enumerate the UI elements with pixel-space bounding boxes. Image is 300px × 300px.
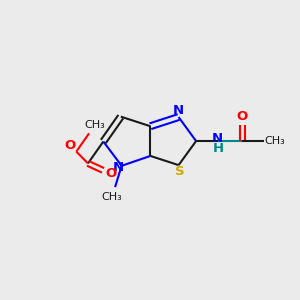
Text: N: N — [211, 132, 222, 145]
Text: S: S — [175, 165, 185, 178]
Text: CH₃: CH₃ — [102, 192, 122, 202]
Text: H: H — [213, 142, 224, 155]
Text: CH₃: CH₃ — [85, 120, 105, 130]
Text: O: O — [236, 110, 248, 123]
Text: N: N — [173, 104, 184, 117]
Text: CH₃: CH₃ — [265, 136, 285, 146]
Text: N: N — [113, 161, 124, 174]
Text: O: O — [105, 167, 116, 180]
Text: O: O — [65, 139, 76, 152]
